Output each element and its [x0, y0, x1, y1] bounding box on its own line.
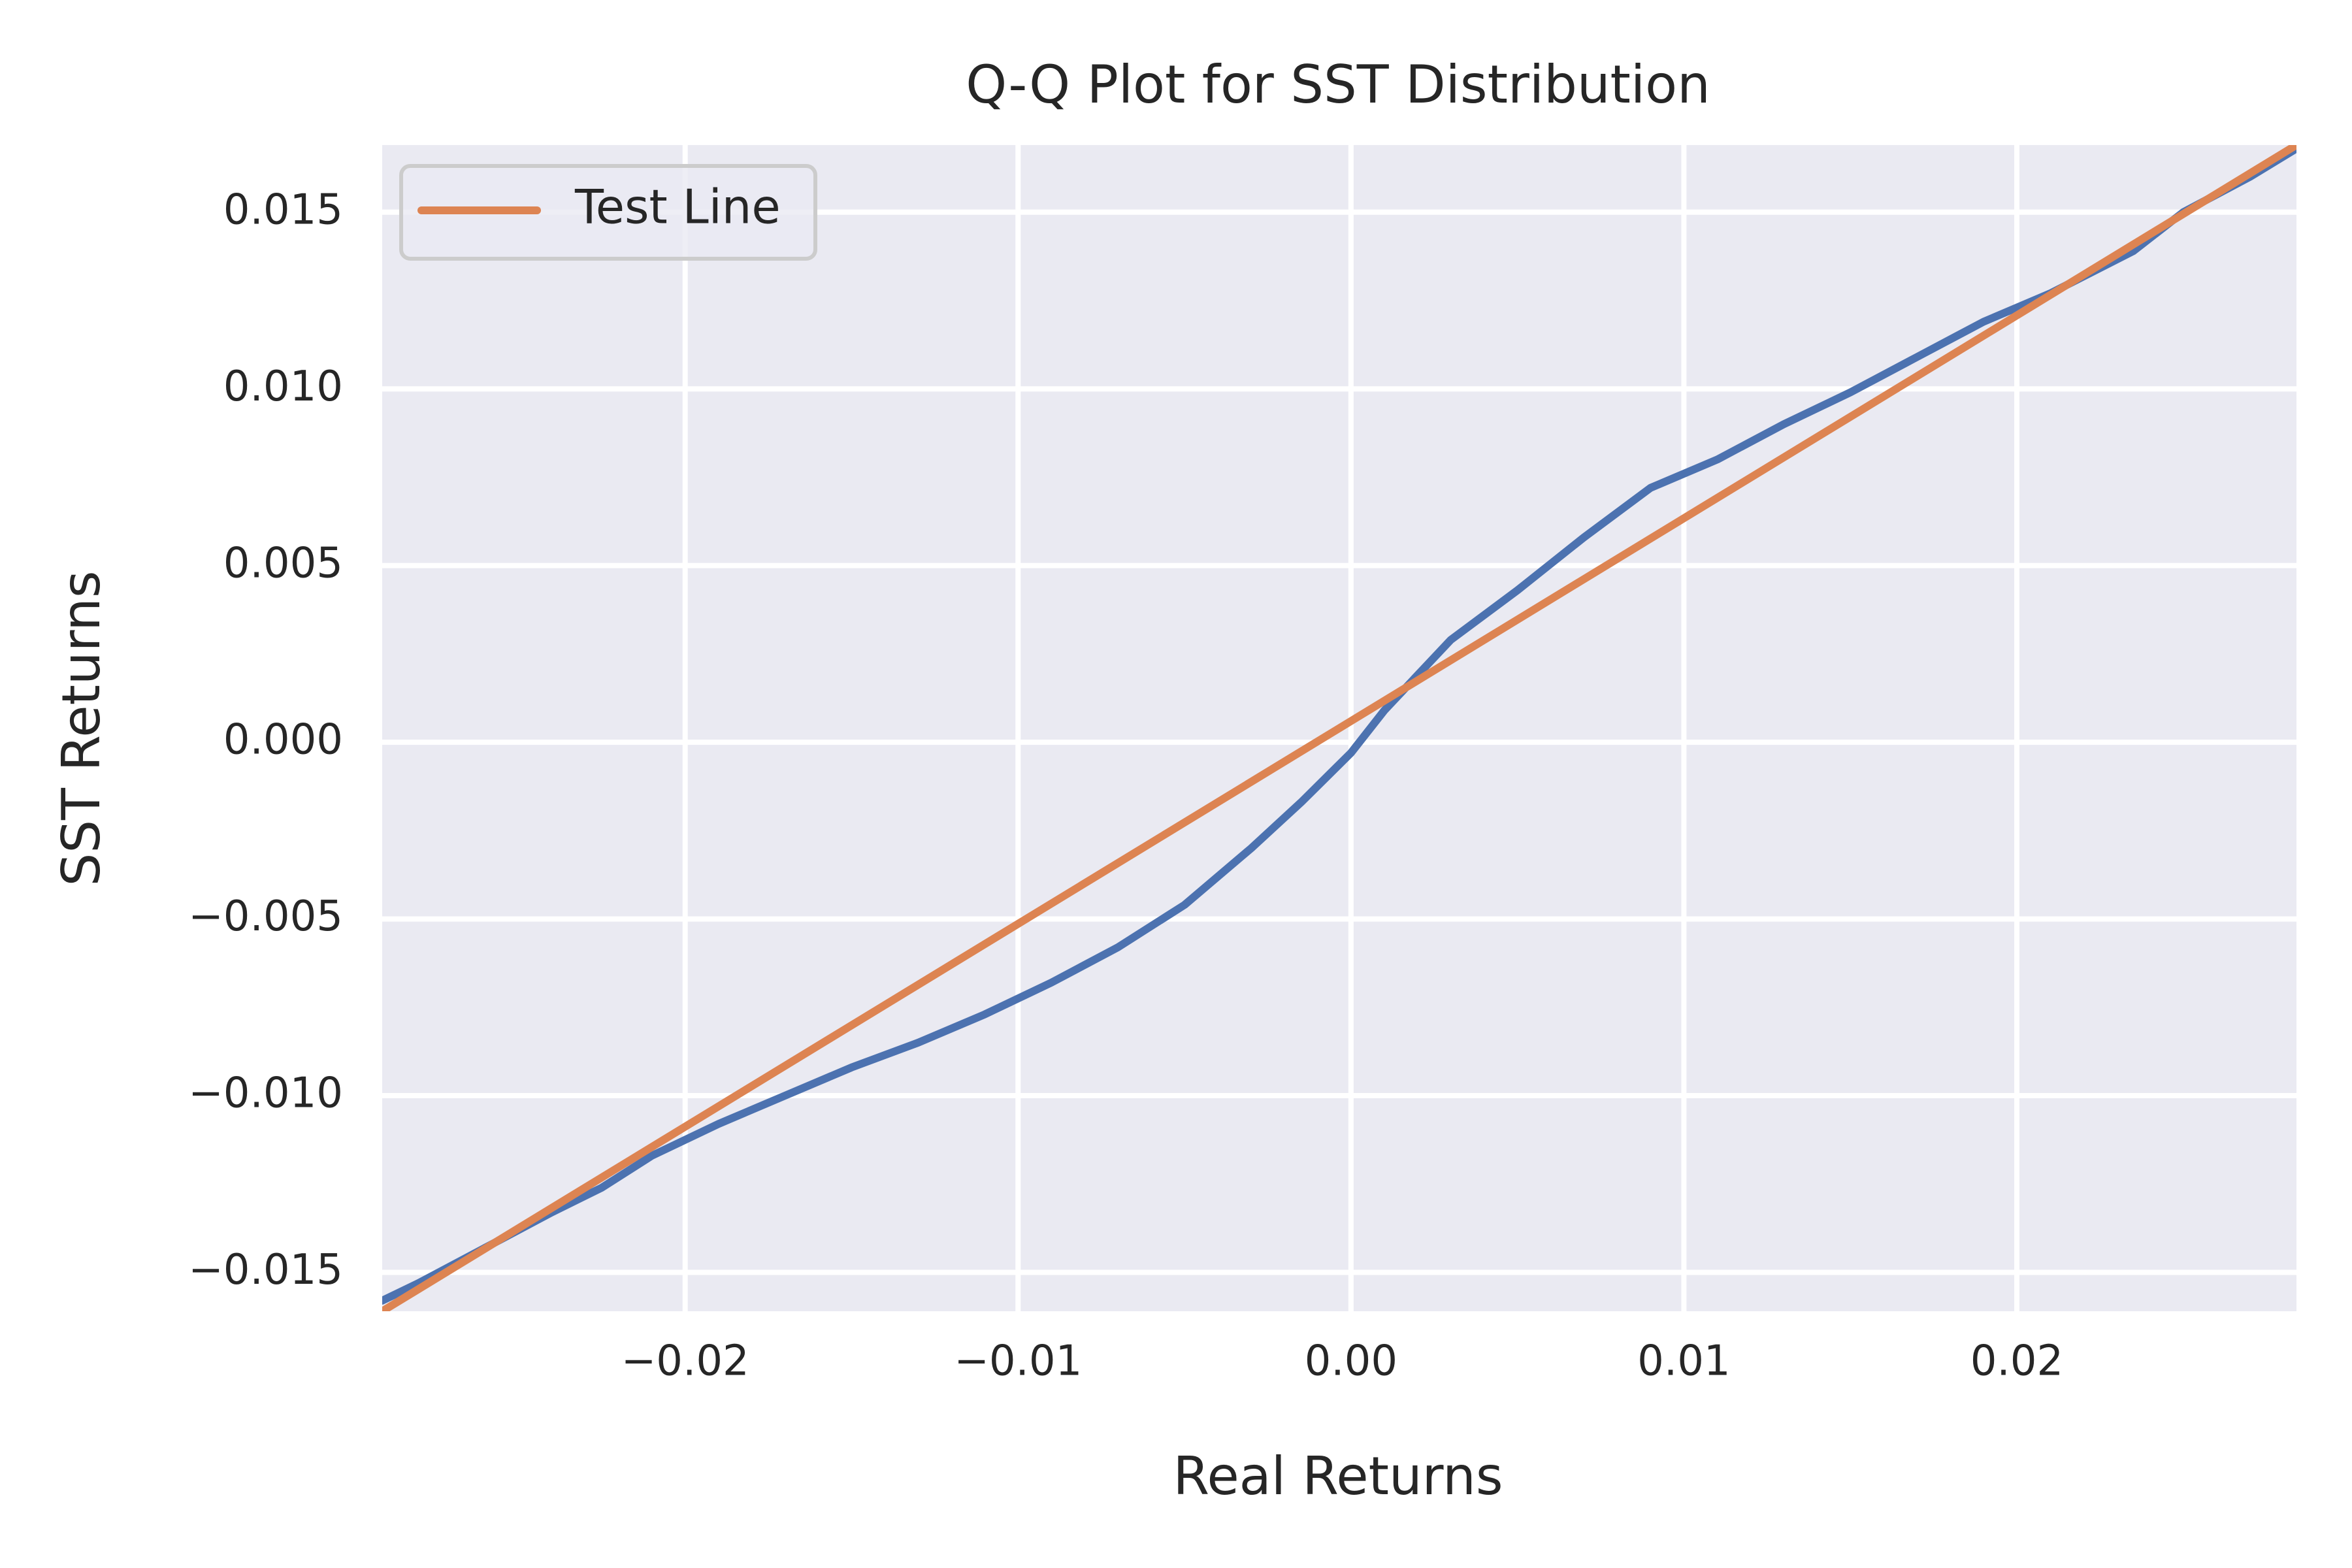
y-tick-label: −0.010	[188, 1070, 343, 1118]
legend: Test Line	[399, 164, 817, 261]
sst-quantile-line	[382, 145, 2296, 1305]
legend-box	[399, 164, 817, 261]
y-tick-label: −0.005	[188, 892, 343, 941]
grid-lines	[382, 145, 2296, 1311]
x-tick-label: −0.01	[954, 1337, 1082, 1386]
x-axis-label: Real Returns	[1173, 1446, 1503, 1507]
x-tick-label: 0.02	[1970, 1337, 2064, 1386]
tick-labels: −0.02 −0.01 0.00 0.01 0.02 −0.015 −0.010 −0.005…	[188, 186, 2063, 1385]
x-tick-label: −0.02	[621, 1337, 749, 1386]
test-line	[382, 145, 2296, 1311]
y-tick-label: 0.010	[223, 363, 343, 411]
y-tick-label: 0.005	[223, 539, 343, 587]
series-lines	[382, 145, 2296, 1311]
x-tick-label: 0.00	[1305, 1337, 1398, 1386]
chart-title: Q-Q Plot for SST Distribution	[966, 54, 1710, 115]
y-tick-label: 0.015	[223, 186, 343, 234]
y-tick-label: −0.015	[188, 1246, 343, 1294]
x-tick-label: 0.01	[1637, 1337, 1731, 1386]
y-tick-label: 0.000	[223, 716, 343, 764]
y-axis-label: SST Returns	[51, 570, 112, 886]
legend-label-test-line: Test Line	[574, 180, 781, 235]
